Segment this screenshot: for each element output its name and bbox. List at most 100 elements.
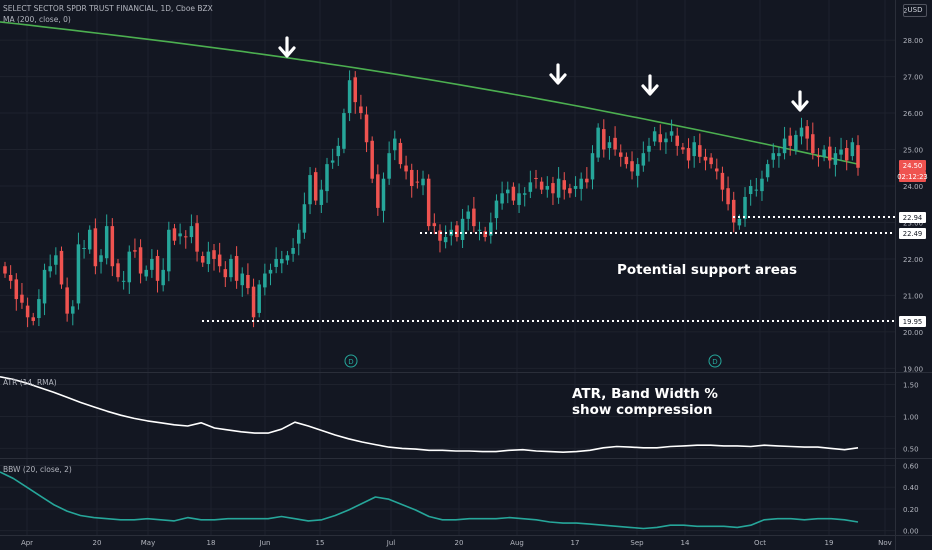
candle <box>760 170 764 201</box>
candle <box>426 174 431 231</box>
axis-tick-label: 2 <box>903 7 907 15</box>
candle-body <box>155 256 160 281</box>
candle-body <box>669 131 674 136</box>
candle-body <box>528 182 533 192</box>
arrow-head <box>549 73 567 85</box>
candle <box>669 119 674 142</box>
candle-body <box>545 186 550 190</box>
candle <box>376 164 380 216</box>
axis-tick-label: 0.40 <box>903 484 919 492</box>
candle <box>432 213 437 235</box>
axis-tick-label: 22.00 <box>903 256 923 264</box>
support-badge-bg <box>899 228 926 239</box>
candle <box>364 106 369 153</box>
axis-tick-label: 1.50 <box>903 382 919 390</box>
candle <box>3 261 7 278</box>
candle-body <box>76 244 81 304</box>
candle <box>229 254 233 282</box>
candle-body <box>624 156 629 165</box>
price-badges: 24.50 02:12:23 22.94 22.49 19.95 <box>897 160 928 327</box>
candle-body <box>805 126 809 139</box>
candle <box>263 263 267 296</box>
candle <box>387 141 391 185</box>
candle-body <box>336 145 341 157</box>
candle <box>110 218 115 277</box>
candle-body <box>681 147 685 150</box>
candle-body <box>3 266 7 274</box>
candle-body <box>161 269 165 286</box>
candle-body <box>20 294 24 303</box>
dividend-label: D <box>348 358 353 366</box>
countdown-badge-bg <box>899 171 926 182</box>
candle-body <box>71 306 75 314</box>
candle <box>150 249 154 278</box>
candle <box>330 148 335 169</box>
candle <box>104 214 109 265</box>
bbw-legend[interactable]: BBW (20, close, 2) <box>3 465 72 474</box>
countdown-badge-text: 02:12:23 <box>897 173 928 181</box>
symbol-title[interactable]: SELECT SECTOR SPDR TRUST FINANCIAL, 1D, … <box>3 4 213 13</box>
candle-body <box>754 189 759 191</box>
candle-body <box>25 305 30 318</box>
candle <box>799 117 804 145</box>
axis-tick-label: 23.00 <box>903 219 923 227</box>
candle <box>370 136 374 184</box>
time-tick-label: 17 <box>571 539 580 547</box>
candle <box>748 179 753 206</box>
candle-body <box>200 256 205 263</box>
price-axis-labels[interactable]: 19.00 20.00 21.00 22.00 23.00 24.00 25.00 26.00… <box>903 7 923 373</box>
candle-body <box>618 152 623 157</box>
candle <box>522 187 527 207</box>
candle-body <box>647 145 651 152</box>
time-axis-labels[interactable]: Apr 20 May 18 Jun 15 Jul 20 Aug 17 Sep 14 Oct 19 Nov <box>21 539 892 547</box>
currency-badge[interactable]: USD <box>903 4 927 17</box>
candle <box>257 280 261 318</box>
candle <box>641 141 646 172</box>
candle-body <box>308 175 312 205</box>
candle-body <box>268 269 273 274</box>
candle <box>472 196 476 233</box>
price-candles[interactable] <box>3 70 860 328</box>
candle-body <box>364 114 369 143</box>
candle-body <box>54 255 58 265</box>
candle <box>240 267 245 297</box>
support-annotation: Potential support areas <box>617 262 798 278</box>
candle-body <box>726 188 730 205</box>
candle-body <box>585 178 589 183</box>
candle <box>291 238 295 262</box>
candle <box>308 167 312 215</box>
atr-legend[interactable]: ATR (14, RMA) <box>3 378 57 387</box>
atr-axis-labels: 0.50 1.00 1.50 <box>903 382 919 454</box>
candle-body <box>799 127 804 137</box>
candle <box>844 140 849 171</box>
candle-body <box>353 77 357 103</box>
countdown-badge: 02:12:23 <box>897 171 928 182</box>
ma-legend[interactable]: MA (200, close, 0) <box>3 15 71 24</box>
axis-tick-label: 1.00 <box>903 413 919 421</box>
candle-body <box>223 269 228 278</box>
candle <box>296 223 301 256</box>
time-tick-label: Aug <box>510 539 524 547</box>
time-tick-label: Jun <box>259 539 271 547</box>
candle-body <box>675 135 679 146</box>
candle <box>822 145 826 162</box>
arrow-head <box>641 84 659 96</box>
candle-body <box>788 135 792 146</box>
candle-body <box>330 160 335 163</box>
candle <box>212 243 216 271</box>
support-badge: 19.95 <box>899 316 926 327</box>
candle-body <box>296 229 301 244</box>
support-badge: 22.94 <box>899 212 926 223</box>
candle-body <box>138 247 143 274</box>
candle-body <box>833 153 838 165</box>
axis-tick-label: 27.00 <box>903 74 923 82</box>
candle-body <box>748 186 753 195</box>
candle <box>805 119 809 151</box>
candle <box>37 289 41 327</box>
candle-body <box>658 134 663 143</box>
candle-body <box>822 149 826 157</box>
candle <box>195 215 199 262</box>
candle <box>647 137 651 162</box>
